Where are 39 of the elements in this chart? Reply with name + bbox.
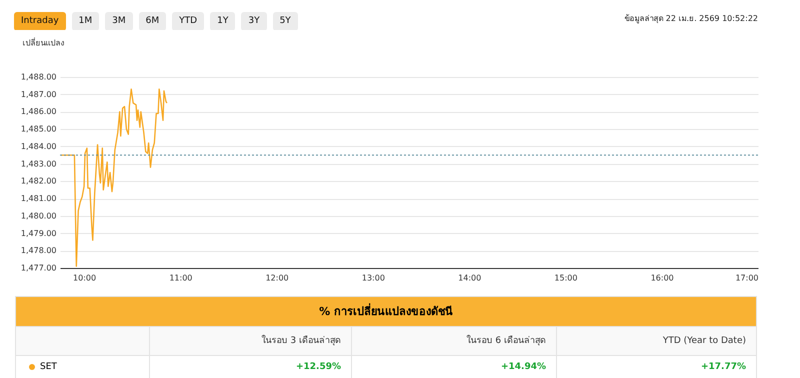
y-tick-label: 1,481.00 [20, 194, 56, 204]
text: ข้อมูลล่าสุด 22 เม.ย. 2569 10:52:22 [624, 13, 758, 25]
y-tick-label: 1,484.00 [20, 142, 56, 151]
x-tick-label: 14:00 [458, 274, 482, 282]
y-tick-label: 1,483.00 [20, 159, 56, 168]
y-tick-label: 1,478.00 [20, 246, 56, 256]
x-tick-label: 12:00 [266, 274, 289, 282]
x-tick-label: 13:00 [362, 274, 385, 282]
x-tick-label: 16:00 [650, 274, 674, 282]
y-tick-label: 1,485.00 [20, 124, 56, 134]
legend-label: SET [39, 361, 58, 374]
text: ในรอบ 3 เดือนล่าสุด [149, 327, 351, 355]
text: YTD (Year to Date) [556, 327, 756, 355]
x-tick-label: 15:00 [554, 274, 578, 282]
text: 1M [72, 12, 100, 31]
text: 6M [138, 12, 166, 31]
y-tick-label: 1,477.00 [20, 264, 56, 272]
text: YTD [172, 12, 204, 31]
x-tick-label: 11:00 [169, 274, 192, 282]
text: % การเปลี่ยนแปลงของดัชนี [16, 297, 756, 326]
x-tick-label: 17:00 [735, 274, 758, 282]
y-axis-title: เปลี่ยนแปลง [22, 36, 64, 48]
text: Intraday [14, 12, 66, 31]
text: +14.94% [351, 356, 556, 378]
text: 5Y [272, 12, 298, 31]
y-tick-label: 1,488.00 [20, 72, 56, 82]
text: 1Y [210, 12, 236, 31]
text: 3M [105, 12, 133, 31]
text: 3Y [241, 12, 267, 31]
x-tick-label: 10:00 [73, 274, 96, 282]
text: ในรอบ 6 เดือนล่าสุด [351, 327, 556, 355]
text: +17.77% [556, 356, 756, 378]
text: +12.59% [149, 356, 351, 378]
y-tick-label: 1,482.00 [20, 176, 56, 186]
y-tick-label: 1,487.00 [20, 90, 56, 99]
y-tick-label: 1,479.00 [20, 228, 56, 238]
y-tick-label: 1,480.00 [20, 211, 56, 220]
line-series [60, 88, 168, 267]
y-tick-label: 1,486.00 [20, 107, 56, 116]
